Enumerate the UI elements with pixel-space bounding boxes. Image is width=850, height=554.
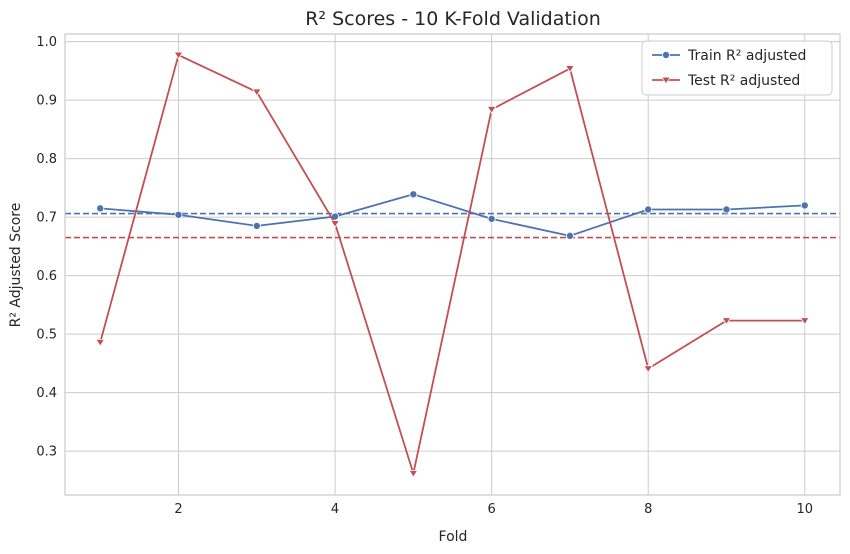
- data-point: [565, 65, 575, 74]
- legend-marker: [661, 76, 671, 85]
- y-tick-label: 0.3: [36, 445, 57, 460]
- x-tick-label: 8: [644, 502, 652, 517]
- series-layer: [95, 51, 810, 478]
- legend: Train R² adjusted Test R² adjusted: [641, 40, 833, 96]
- y-tick-label: 0.9: [36, 94, 57, 109]
- x-tick-label: 2: [174, 502, 182, 517]
- data-point: [173, 51, 184, 60]
- series-1: [95, 51, 810, 478]
- data-point: [800, 201, 809, 210]
- data-point: [96, 204, 105, 213]
- data-point: [330, 220, 340, 229]
- series-line: [100, 193, 805, 237]
- data-point: [95, 338, 106, 347]
- x-tick-label: 6: [488, 502, 496, 517]
- series-0: [96, 190, 809, 240]
- data-point: [409, 190, 418, 199]
- data-point: [487, 214, 496, 223]
- y-axis-label: R² Adjusted Score: [8, 203, 24, 328]
- y-tick-label: 1.0: [36, 35, 57, 50]
- mean-lines: [65, 212, 840, 239]
- data-point: [251, 88, 262, 97]
- data-point: [252, 221, 261, 230]
- x-tick-label: 10: [796, 502, 813, 517]
- data-point: [565, 231, 574, 240]
- y-tick-label: 0.6: [36, 269, 57, 284]
- data-point: [721, 317, 732, 326]
- x-axis-label: Fold: [439, 529, 468, 545]
- data-point: [486, 106, 497, 115]
- plot-frame: [64, 33, 841, 496]
- chart-title: R² Scores - 10 K-Fold Validation: [305, 8, 601, 30]
- y-tick-label: 0.5: [36, 328, 57, 343]
- legend-box: [641, 40, 833, 96]
- legend-label: Train R² adjusted: [687, 48, 806, 64]
- y-tick-label: 0.8: [36, 152, 57, 167]
- x-tick-label: 4: [331, 502, 339, 517]
- grid: [65, 34, 840, 495]
- data-point: [644, 205, 653, 214]
- data-point: [722, 205, 731, 214]
- series-line: [99, 54, 805, 475]
- tick-labels: 2 4 6 8 10 0.3 0.4 0.5 0.6 0.7 0.8 0.9 1.0: [36, 35, 813, 517]
- data-point: [799, 317, 810, 326]
- data-point: [408, 470, 419, 478]
- legend-marker: [662, 51, 671, 60]
- data-point: [174, 210, 183, 219]
- y-tick-label: 0.7: [36, 211, 57, 226]
- data-point: [643, 365, 654, 374]
- y-tick-label: 0.4: [36, 386, 57, 401]
- legend-label: Test R² adjusted: [687, 73, 800, 89]
